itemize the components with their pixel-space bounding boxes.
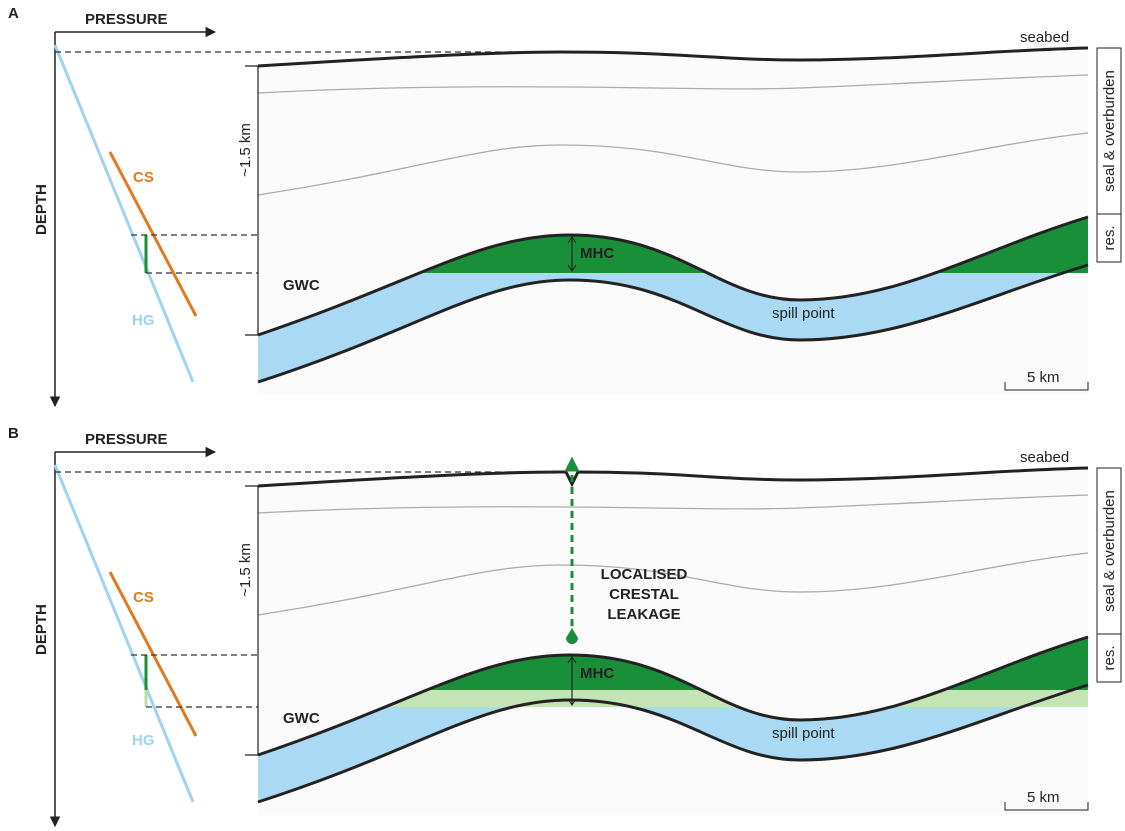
hg-line <box>55 45 193 382</box>
mhc-label: MHC <box>580 245 614 262</box>
panel-label: B <box>8 425 19 442</box>
gwc-label: GWC <box>283 710 320 727</box>
seal-label: seal & overburden <box>1101 490 1118 612</box>
thickness-label: ~1.5 km <box>237 543 254 597</box>
panel-label: A <box>8 5 19 22</box>
thickness-label: ~1.5 km <box>237 123 254 177</box>
panel: B PRESSURE DEPTH CS HG seabed ~1.5 km MHC GWC spi… <box>8 425 1121 826</box>
cs-label: CS <box>133 169 154 186</box>
thickness-bracket <box>245 66 258 335</box>
scale-label: 5 km <box>1027 369 1060 386</box>
pressure-label: PRESSURE <box>85 431 168 448</box>
background <box>258 468 1088 815</box>
seabed-label: seabed <box>1020 29 1069 46</box>
pressure-label: PRESSURE <box>85 11 168 28</box>
leakage-label: CRESTAL <box>609 586 679 603</box>
scale-label: 5 km <box>1027 789 1060 806</box>
reservoir-label: res. <box>1101 225 1118 250</box>
mhc-label: MHC <box>580 665 614 682</box>
cs-label: CS <box>133 589 154 606</box>
background <box>258 48 1088 395</box>
leakage-label: LOCALISED <box>601 566 688 583</box>
seal-label: seal & overburden <box>1101 70 1118 192</box>
thickness-bracket <box>245 486 258 755</box>
spill-point-label: spill point <box>772 305 835 322</box>
hg-label: HG <box>132 732 155 749</box>
depth-label: DEPTH <box>33 604 50 655</box>
leakage-label: LEAKAGE <box>607 606 680 623</box>
hg-label: HG <box>132 312 155 329</box>
figure: A PRESSURE DEPTH CS HG seabed ~1.5 km MHC GWC spi… <box>0 0 1125 831</box>
depth-label: DEPTH <box>33 184 50 235</box>
hg-line <box>55 465 193 802</box>
spill-point-label: spill point <box>772 725 835 742</box>
reservoir-label: res. <box>1101 645 1118 670</box>
gwc-label: GWC <box>283 277 320 294</box>
panel: A PRESSURE DEPTH CS HG seabed ~1.5 km MHC GWC spi… <box>8 5 1121 406</box>
seabed-label: seabed <box>1020 449 1069 466</box>
